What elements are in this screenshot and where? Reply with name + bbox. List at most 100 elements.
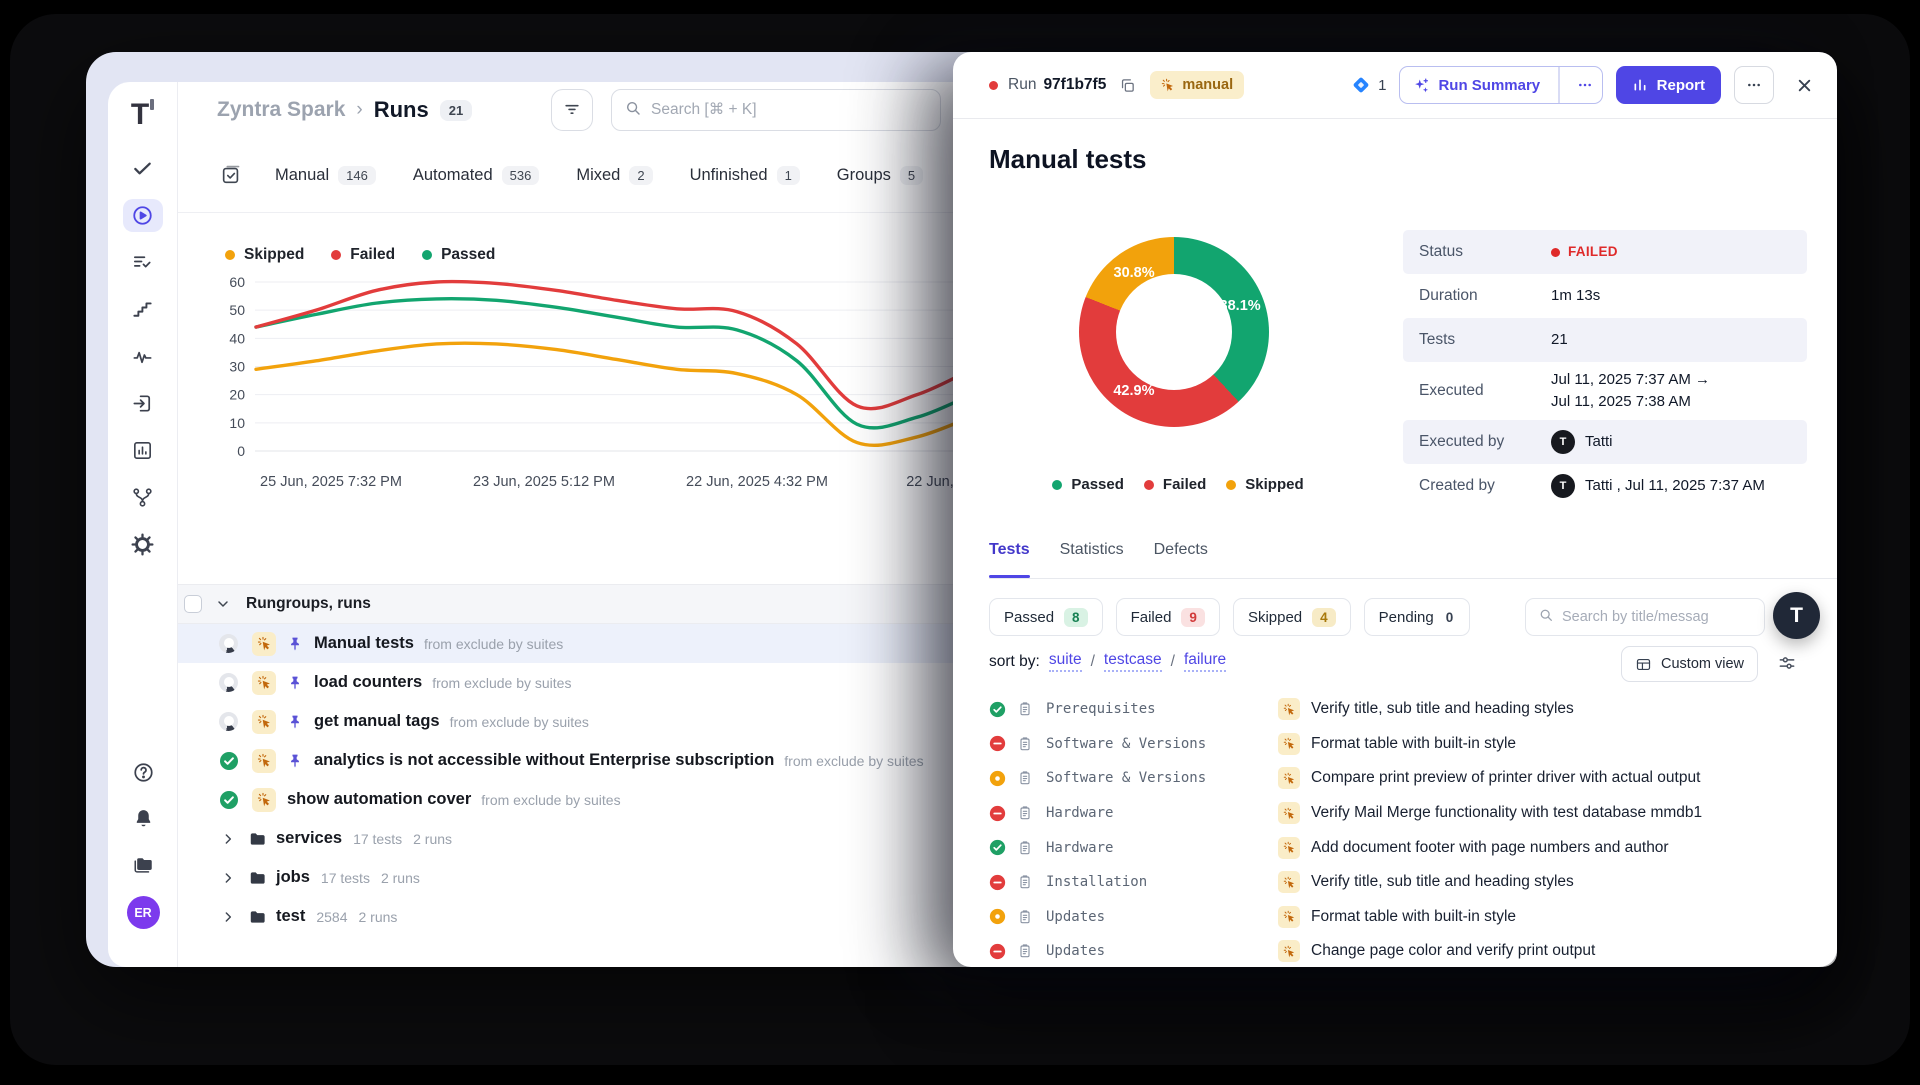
run-results-donut: 38.1%42.9%30.8% <box>1079 237 1269 427</box>
detail-value: 1m 13s <box>1551 285 1600 307</box>
copy-run-id-button[interactable] <box>1119 77 1136 94</box>
run-row[interactable]: get manual tags from exclude by suites <box>178 702 978 741</box>
manual-run-icon <box>252 749 276 773</box>
svg-text:50: 50 <box>229 302 245 318</box>
sort-link[interactable]: suite <box>1049 651 1082 672</box>
sidebar-nav-item[interactable] <box>123 246 163 279</box>
sparkles-icon <box>1413 77 1430 94</box>
drawer-tab[interactable]: Tests <box>989 541 1030 578</box>
run-status-icon <box>219 751 239 771</box>
tests-search-input[interactable] <box>1562 609 1752 625</box>
manual-test-icon <box>1278 802 1300 824</box>
test-title: Verify Mail Merge functionality with tes… <box>1311 804 1702 822</box>
test-row[interactable]: Prerequisites Verify title, sub title an… <box>989 692 1833 727</box>
runs-tab[interactable]: Automated 536 <box>413 166 540 185</box>
sidebar-nav-item[interactable] <box>123 434 163 467</box>
folder-icon <box>248 907 267 926</box>
test-row[interactable]: Hardware Add document footer with page n… <box>989 830 1833 865</box>
sort-link[interactable]: testcase <box>1104 651 1162 672</box>
collapse-all-icon[interactable] <box>215 596 231 612</box>
sidebar-nav-item[interactable] <box>123 760 163 784</box>
test-row[interactable]: Software & Versions Compare print previe… <box>989 761 1833 796</box>
sidebar-nav-item[interactable] <box>123 528 163 561</box>
suite-name: Software & Versions <box>1046 736 1278 752</box>
filter-chip[interactable]: Skipped 4 <box>1233 598 1351 636</box>
run-source: from exclude by suites <box>481 792 620 808</box>
detail-label: Created by <box>1419 477 1551 495</box>
test-row[interactable]: Software & Versions Format table with bu… <box>989 727 1833 762</box>
runs-tab[interactable]: Groups 5 <box>837 166 923 185</box>
drawer-tab[interactable]: Statistics <box>1060 541 1124 578</box>
filter-chip[interactable]: Pending 0 <box>1364 598 1471 636</box>
custom-view-button[interactable]: Custom view <box>1621 646 1758 682</box>
test-row[interactable]: Hardware Verify Mail Merge functionality… <box>989 796 1833 831</box>
rungroup-runs-count: 2 runs <box>359 909 398 925</box>
breadcrumb-project[interactable]: Zyntra Spark <box>217 98 345 122</box>
search-box[interactable] <box>611 89 941 131</box>
expand-icon[interactable] <box>220 909 236 925</box>
sidebar-nav-item[interactable] <box>123 340 163 373</box>
runs-list-header[interactable]: Rungroups, runs <box>178 584 978 624</box>
runs-tab[interactable]: Unfinished 1 <box>690 166 800 185</box>
sidebar-nav-item[interactable] <box>123 387 163 420</box>
sidebar-nav-item[interactable] <box>123 152 163 185</box>
rungroup-row[interactable]: test 2584 2 runs <box>178 897 978 936</box>
test-row[interactable]: Updates Change page color and verify pri… <box>989 934 1833 967</box>
sidebar-nav-item[interactable] <box>123 293 163 326</box>
run-row[interactable]: load counters from exclude by suites <box>178 663 978 702</box>
filter-chip[interactable]: Failed 9 <box>1116 598 1220 636</box>
test-row[interactable]: Installation Verify title, sub title and… <box>989 865 1833 900</box>
tab-count-badge: 536 <box>502 166 540 185</box>
user-avatar[interactable]: ER <box>127 896 160 929</box>
rungroup-name: services <box>276 829 342 848</box>
sidebar-nav-item[interactable] <box>123 481 163 514</box>
sidebar-nav-item[interactable] <box>123 852 163 876</box>
suite-name: Prerequisites <box>1046 701 1278 717</box>
drawer-tab[interactable]: Defects <box>1154 541 1208 578</box>
filter-button[interactable] <box>551 89 593 131</box>
select-all-checkbox[interactable] <box>184 595 202 613</box>
more-actions-button[interactable] <box>1734 66 1774 104</box>
drawer-header: Run 97f1b7f5 manual 1 Run Summary <box>953 52 1837 119</box>
filter-chip[interactable]: Passed 8 <box>989 598 1103 636</box>
sort-link[interactable]: failure <box>1184 651 1226 672</box>
search-input[interactable] <box>651 101 928 119</box>
runs-tab[interactable]: Manual 146 <box>275 166 376 185</box>
rungroup-tests-count: 2584 <box>316 909 347 925</box>
run-summary-menu-button[interactable] <box>1568 77 1602 93</box>
detail-row: Status FAILED <box>1403 230 1807 274</box>
tests-search-box[interactable] <box>1525 598 1765 636</box>
run-row[interactable]: analytics is not accessible without Ente… <box>178 741 978 780</box>
expand-icon[interactable] <box>220 870 236 886</box>
sidebar-nav-item[interactable] <box>123 806 163 830</box>
select-runs-icon[interactable] <box>220 164 242 186</box>
close-drawer-button[interactable] <box>1794 75 1815 96</box>
expand-icon[interactable] <box>220 831 236 847</box>
clipboard-icon <box>1017 736 1033 752</box>
runs-tab[interactable]: Mixed 2 <box>576 166 652 185</box>
legend-item: Passed <box>1052 476 1124 493</box>
jira-issues-link[interactable]: 1 <box>1351 75 1386 95</box>
run-status-icon <box>219 673 239 693</box>
test-row[interactable]: Updates Format table with built-in style <box>989 900 1833 935</box>
report-button[interactable]: Report <box>1616 66 1721 104</box>
svg-text:10: 10 <box>229 415 245 431</box>
clipboard-icon <box>1017 770 1033 786</box>
rungroup-row[interactable]: jobs 17 tests 2 runs <box>178 858 978 897</box>
sidebar-nav-item[interactable] <box>123 199 163 232</box>
test-title: Verify title, sub title and heading styl… <box>1311 873 1574 891</box>
manual-test-icon <box>1278 767 1300 789</box>
pin-icon <box>287 753 303 769</box>
run-row[interactable]: Manual tests from exclude by suites <box>178 624 978 663</box>
page-title: Runs <box>374 97 429 123</box>
legend-dot <box>331 250 341 260</box>
rungroup-row[interactable]: services 17 tests 2 runs <box>178 819 978 858</box>
drawer-actions: 1 Run Summary Report <box>1351 66 1815 104</box>
run-summary-button[interactable]: Run Summary <box>1399 66 1602 104</box>
run-row[interactable]: show automation cover from exclude by su… <box>178 780 978 819</box>
legend-item: Failed <box>331 246 395 264</box>
view-settings-icon[interactable] <box>1777 653 1797 673</box>
manual-cursor-icon <box>1161 78 1175 92</box>
app-logo[interactable]: T <box>131 98 154 132</box>
chat-bubble[interactable]: T <box>1773 592 1820 639</box>
